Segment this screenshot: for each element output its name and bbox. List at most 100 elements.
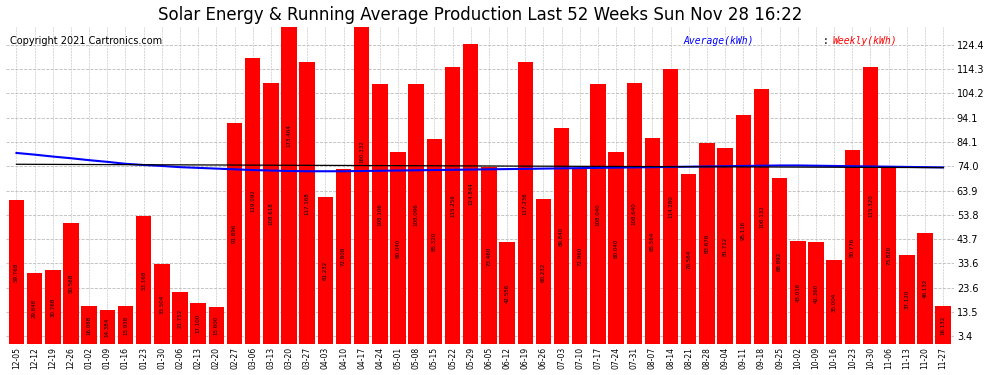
Text: 108.096: 108.096 bbox=[414, 203, 419, 226]
Text: 72.960: 72.960 bbox=[577, 247, 582, 266]
Bar bbox=[390, 152, 406, 344]
Text: 114.280: 114.280 bbox=[668, 195, 673, 218]
Text: 42.360: 42.360 bbox=[814, 284, 819, 303]
Text: 21.752: 21.752 bbox=[177, 309, 182, 328]
Bar bbox=[518, 62, 533, 344]
Bar bbox=[209, 307, 224, 344]
Bar bbox=[154, 264, 169, 344]
Text: 108.106: 108.106 bbox=[377, 203, 382, 226]
Bar bbox=[881, 166, 896, 344]
Bar bbox=[536, 200, 551, 344]
Text: 83.676: 83.676 bbox=[705, 234, 710, 253]
Text: 117.236: 117.236 bbox=[523, 192, 528, 214]
Text: 91.896: 91.896 bbox=[232, 224, 237, 243]
Bar bbox=[627, 83, 642, 344]
Bar bbox=[718, 148, 733, 344]
Text: 35.004: 35.004 bbox=[832, 292, 837, 312]
Bar bbox=[644, 138, 660, 344]
Text: 37.120: 37.120 bbox=[904, 290, 909, 309]
Text: 14.384: 14.384 bbox=[105, 318, 110, 337]
Bar bbox=[918, 233, 933, 344]
Text: 29.848: 29.848 bbox=[32, 299, 38, 318]
Text: 15.600: 15.600 bbox=[214, 316, 219, 335]
Text: 173.464: 173.464 bbox=[286, 124, 291, 147]
Text: 106.132: 106.132 bbox=[759, 205, 764, 228]
Bar bbox=[608, 152, 624, 344]
Text: 81.712: 81.712 bbox=[723, 236, 728, 256]
Text: 115.320: 115.320 bbox=[868, 194, 873, 217]
Bar bbox=[100, 310, 115, 344]
Bar bbox=[354, 0, 369, 344]
Text: 60.232: 60.232 bbox=[541, 262, 545, 282]
Bar bbox=[81, 306, 97, 344]
Bar bbox=[572, 169, 587, 344]
Text: 42.556: 42.556 bbox=[505, 284, 510, 303]
Bar bbox=[844, 150, 860, 344]
Bar bbox=[827, 260, 842, 344]
Bar bbox=[245, 58, 260, 344]
Text: 73.460: 73.460 bbox=[486, 246, 491, 266]
Text: 85.320: 85.320 bbox=[432, 232, 437, 251]
Text: 30.768: 30.768 bbox=[50, 298, 55, 317]
Text: 17.100: 17.100 bbox=[196, 314, 201, 333]
Bar bbox=[699, 143, 715, 344]
Text: 89.840: 89.840 bbox=[559, 226, 564, 246]
Text: 108.040: 108.040 bbox=[595, 203, 600, 226]
Text: 108.618: 108.618 bbox=[268, 202, 273, 225]
Bar bbox=[46, 270, 60, 344]
Bar bbox=[118, 306, 134, 344]
Text: 43.016: 43.016 bbox=[795, 283, 800, 302]
Text: 124.844: 124.844 bbox=[468, 183, 473, 206]
Text: 85.564: 85.564 bbox=[649, 232, 655, 251]
Text: 50.568: 50.568 bbox=[68, 274, 73, 293]
Text: 73.820: 73.820 bbox=[886, 246, 891, 265]
Bar bbox=[318, 197, 333, 344]
Bar bbox=[9, 201, 24, 344]
Bar bbox=[445, 67, 460, 344]
Title: Solar Energy & Running Average Production Last 52 Weeks Sun Nov 28 16:22: Solar Energy & Running Average Productio… bbox=[157, 6, 802, 24]
Bar bbox=[190, 303, 206, 344]
Bar bbox=[63, 223, 78, 344]
Text: 119.092: 119.092 bbox=[250, 190, 255, 212]
Bar bbox=[427, 139, 443, 344]
Text: Average(kWh): Average(kWh) bbox=[684, 36, 754, 46]
Bar bbox=[499, 242, 515, 344]
Text: 117.168: 117.168 bbox=[305, 192, 310, 215]
Bar bbox=[681, 174, 697, 344]
Bar bbox=[281, 0, 297, 344]
Text: 33.504: 33.504 bbox=[159, 294, 164, 314]
Text: 15.938: 15.938 bbox=[123, 316, 128, 335]
Bar bbox=[936, 306, 950, 344]
Text: Copyright 2021 Cartronics.com: Copyright 2021 Cartronics.com bbox=[10, 36, 162, 46]
Text: 59.768: 59.768 bbox=[14, 263, 19, 282]
Bar bbox=[227, 123, 243, 344]
Bar bbox=[372, 84, 387, 344]
Text: 80.040: 80.040 bbox=[614, 238, 619, 258]
Text: 80.040: 80.040 bbox=[396, 238, 401, 258]
Bar bbox=[663, 69, 678, 344]
Text: Weekly(kWh): Weekly(kWh) bbox=[833, 36, 897, 46]
Bar bbox=[753, 89, 769, 344]
Text: 61.232: 61.232 bbox=[323, 261, 328, 280]
Bar bbox=[299, 62, 315, 344]
Bar bbox=[336, 169, 351, 344]
Text: 80.776: 80.776 bbox=[849, 237, 854, 257]
Bar bbox=[463, 44, 478, 344]
Bar bbox=[553, 128, 569, 344]
Text: 108.640: 108.640 bbox=[632, 202, 637, 225]
Text: 160.332: 160.332 bbox=[359, 140, 364, 163]
Text: 46.132: 46.132 bbox=[923, 279, 928, 298]
Bar bbox=[172, 292, 188, 344]
Text: :: : bbox=[817, 36, 835, 46]
Bar bbox=[790, 241, 806, 344]
Bar bbox=[736, 116, 751, 344]
Text: 68.892: 68.892 bbox=[777, 252, 782, 271]
Text: 72.808: 72.808 bbox=[341, 247, 346, 266]
Text: 95.116: 95.116 bbox=[741, 220, 745, 240]
Text: 115.256: 115.256 bbox=[450, 194, 455, 217]
Bar bbox=[808, 242, 824, 344]
Bar bbox=[409, 84, 424, 344]
Bar bbox=[590, 84, 606, 344]
Bar bbox=[263, 83, 278, 344]
Bar bbox=[481, 168, 497, 344]
